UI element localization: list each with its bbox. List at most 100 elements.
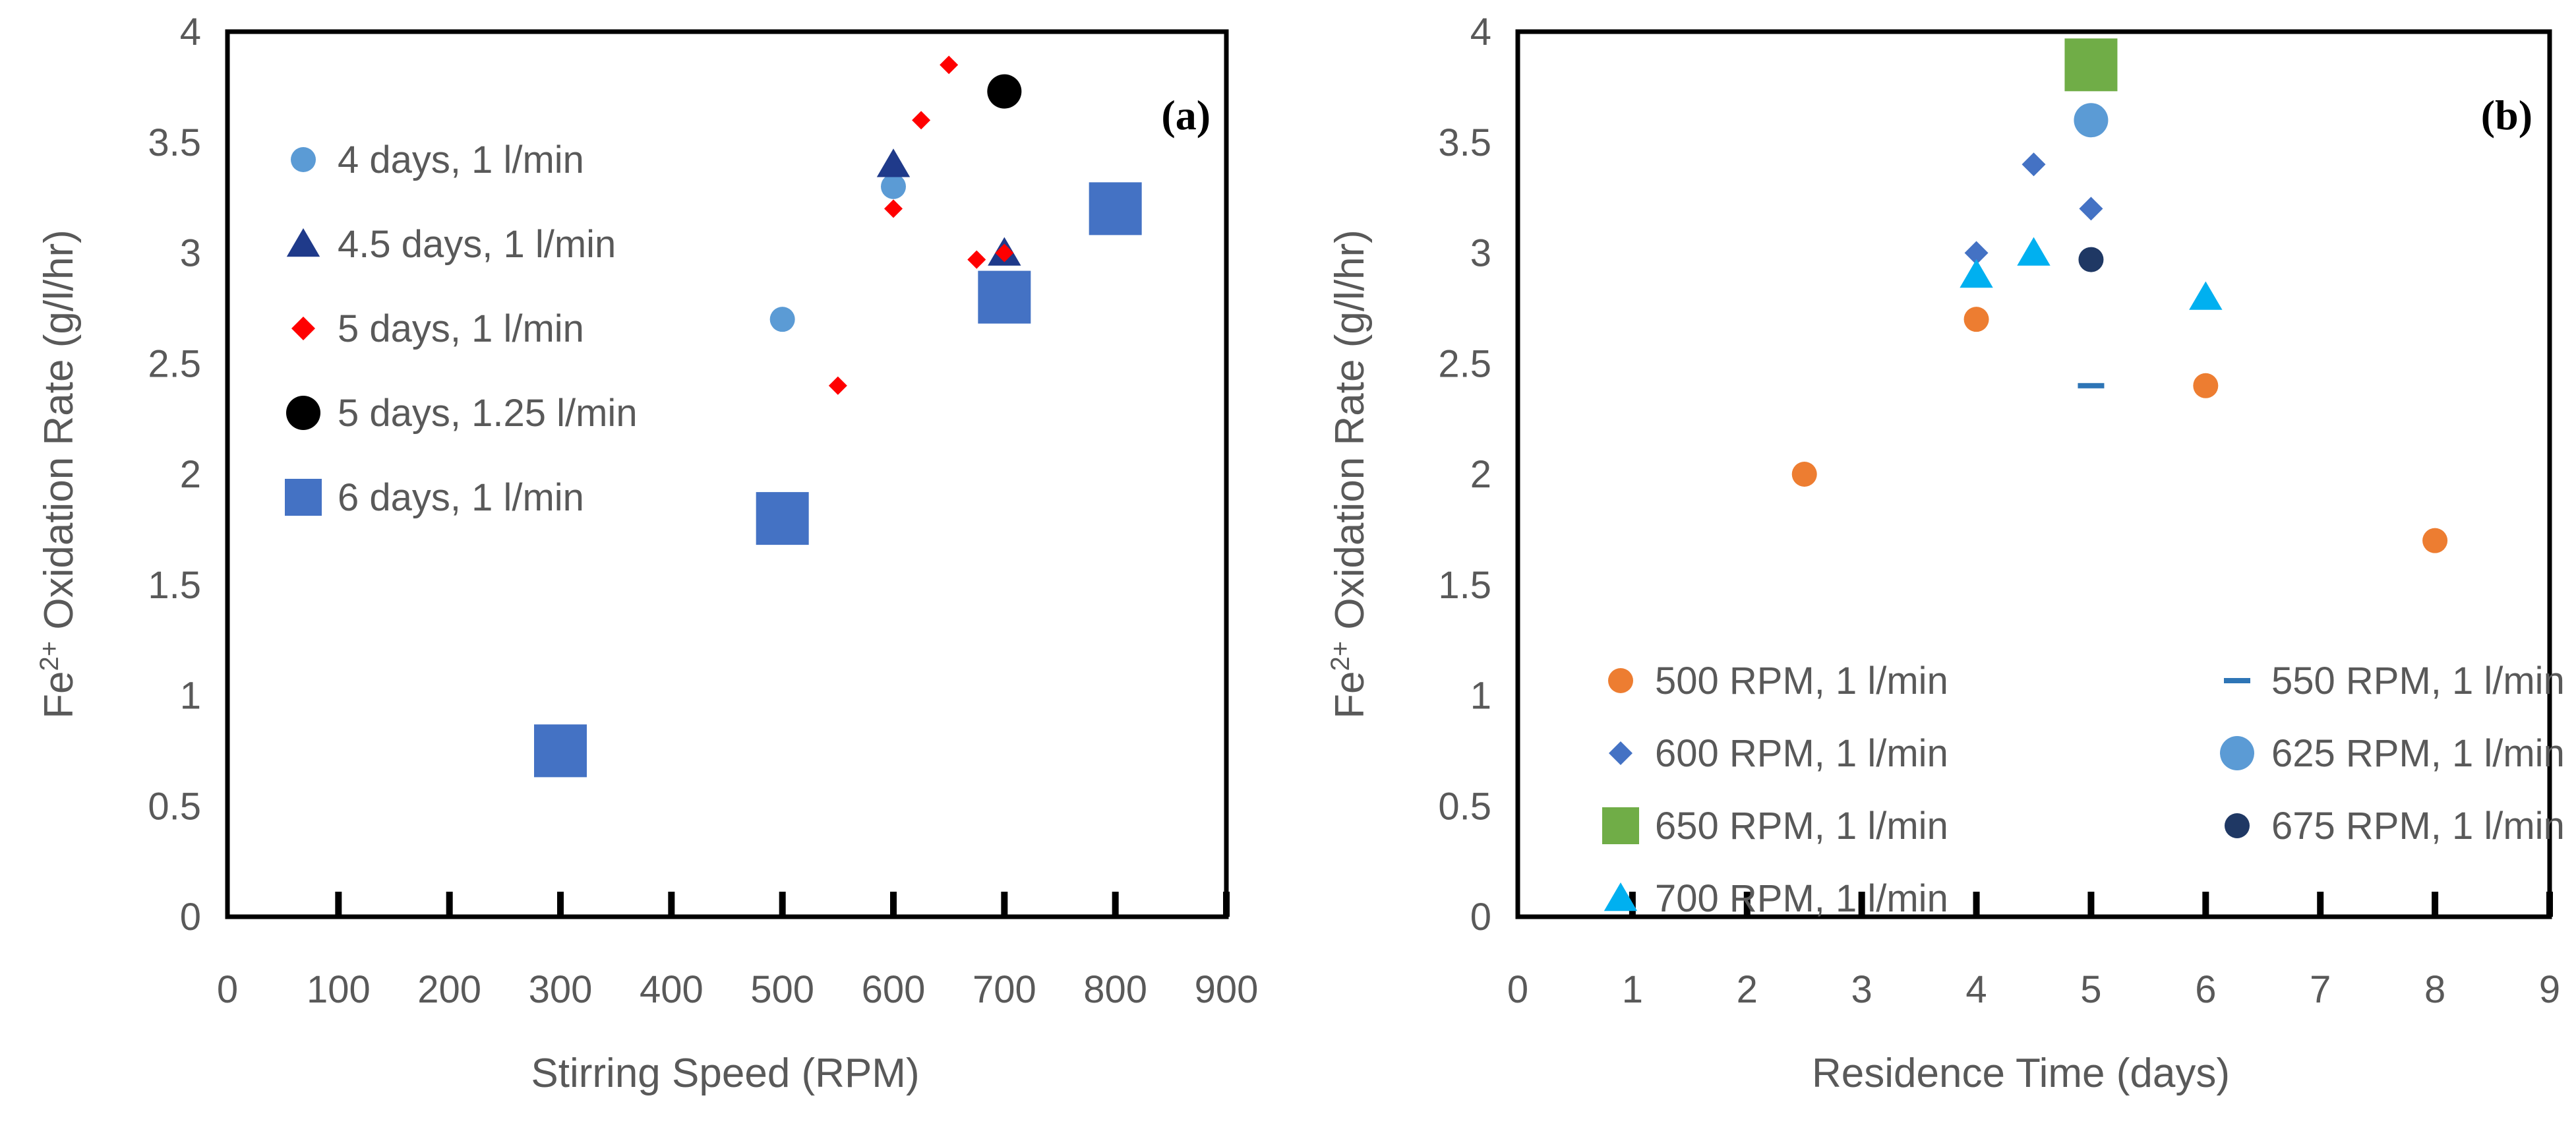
x-tick-label: 400 (640, 968, 704, 1011)
x-tick-mark (1001, 892, 1008, 917)
x-tick-label: 900 (1195, 968, 1259, 1011)
series-4-days-1-l-min (769, 173, 906, 332)
data-point (1964, 241, 1989, 265)
legend-marker (1603, 882, 1638, 911)
data-point (2074, 103, 2109, 138)
x-tick-label: 0 (1507, 968, 1528, 1011)
y-tick-label: 1.5 (1438, 564, 1491, 607)
legend-label: 4 days, 1 l/min (338, 139, 584, 181)
y-tick-label: 2.5 (1438, 342, 1491, 385)
y-tick-label: 4 (1470, 11, 1491, 53)
x-tick-mark (1223, 892, 1230, 917)
series-5-days-1-l-min (828, 55, 1014, 395)
x-tick-label: 100 (307, 968, 371, 1011)
series-6-days-1-l-min (534, 182, 1142, 778)
x-tick-mark (1973, 892, 1980, 917)
x-tick-mark (2546, 892, 2553, 917)
y-tick-label: 2.5 (148, 342, 201, 385)
x-tick-mark (779, 892, 786, 917)
x-tick-mark (1112, 892, 1119, 917)
y-tick-label: 0.5 (1438, 785, 1491, 828)
y-tick-label: 3 (180, 232, 201, 275)
y-tick-label: 3.5 (148, 121, 201, 164)
x-tick-label: 3 (1851, 968, 1872, 1011)
x-tick-label: 700 (973, 968, 1036, 1011)
data-point (881, 173, 906, 199)
legend-marker (291, 317, 315, 340)
data-point (967, 250, 986, 269)
series-550-rpm-1-l-min (2078, 383, 2105, 388)
legend-label: 700 RPM, 1 l/min (1655, 877, 1948, 920)
data-point (940, 55, 959, 75)
x-tick-label: 9 (2539, 968, 2560, 1011)
y-tick-label: 2 (180, 453, 201, 496)
data-point (884, 199, 903, 218)
legend-marker (285, 479, 322, 516)
x-tick-label: 4 (1965, 968, 1987, 1011)
legend-label: 6 days, 1 l/min (338, 476, 584, 519)
series-700-rpm-1-l-min (1960, 237, 2223, 310)
data-point (876, 148, 911, 177)
y-axis-title: Fe2+ Oxidation Rate (g/l/hr) (35, 230, 82, 719)
data-point (756, 492, 809, 545)
series-650-rpm-1-l-min (2064, 38, 2118, 92)
series-625-rpm-1-l-min (2074, 103, 2109, 138)
x-tick-label: 300 (529, 968, 593, 1011)
series-5-days-1-25-l-min (987, 74, 1022, 109)
legend-label: 500 RPM, 1 l/min (1655, 660, 1948, 702)
panel-b: 0 1 2 3 4 5 6 7 8 9 0 0.5 1 1.5 2 2.5 3 3.5 4 Residence Tim… (1326, 11, 2565, 1096)
x-tick-label: 7 (2310, 968, 2331, 1011)
x-tick-label: 0 (217, 968, 238, 1011)
x-tick-label: 800 (1083, 968, 1147, 1011)
x-tick-mark (2087, 892, 2095, 917)
data-point (1791, 462, 1817, 487)
y-axis-title-part: Fe (1327, 671, 1373, 718)
x-tick-label: 1 (1622, 968, 1643, 1011)
data-point (2064, 38, 2118, 92)
x-tick-mark (335, 892, 342, 917)
legend-label: 5 days, 1.25 l/min (338, 392, 638, 435)
data-point (2017, 237, 2051, 266)
x-tick-mark (557, 892, 564, 917)
legend-marker (2224, 678, 2250, 683)
x-tick-label: 2 (1737, 968, 1758, 1011)
data-point (2422, 528, 2448, 553)
x-tick-mark (2317, 892, 2324, 917)
legend-marker (291, 147, 316, 172)
legend-label: 5 days, 1 l/min (338, 307, 584, 350)
x-tick-mark (668, 892, 675, 917)
legend-label: 625 RPM, 1 l/min (2271, 732, 2565, 775)
x-tick-label: 5 (2080, 968, 2101, 1011)
data-point (2079, 197, 2103, 221)
data-point (912, 111, 931, 130)
x-tick-label: 200 (417, 968, 481, 1011)
legend-label: 675 RPM, 1 l/min (2271, 805, 2565, 848)
y-axis-title-part: Oxidation Rate (g/l/hr) (1327, 230, 1373, 641)
y-axis-title-part: Fe (36, 671, 82, 718)
data-point (534, 724, 587, 778)
x-tick-label: 8 (2424, 968, 2445, 1011)
legend-marker (2225, 813, 2250, 838)
x-tick-mark (2202, 892, 2209, 917)
x-tick-label: 6 (2195, 968, 2216, 1011)
y-axis-title: Fe2+ Oxidation Rate (g/l/hr) (1326, 230, 1373, 719)
y-tick-label: 0 (1470, 896, 1491, 939)
data-point (828, 376, 847, 395)
legend-label: 600 RPM, 1 l/min (1655, 732, 1948, 775)
y-tick-label: 1 (180, 675, 201, 718)
y-tick-label: 1.5 (148, 564, 201, 607)
data-point (1963, 307, 1989, 332)
y-axis-title-superscript: 2+ (1326, 641, 1355, 671)
plot-frame (1515, 29, 2552, 919)
y-tick-label: 0 (180, 896, 201, 939)
x-tick-mark (446, 892, 453, 917)
x-tick-mark (1743, 892, 1751, 917)
data-point (987, 74, 1022, 109)
data-point (2078, 383, 2105, 388)
x-axis-title: Stirring Speed (RPM) (531, 1051, 919, 1096)
x-tick-mark (890, 892, 897, 917)
data-point (1089, 182, 1142, 235)
data-point (2193, 373, 2219, 398)
legend-marker (1608, 668, 1633, 693)
data-point (995, 243, 1014, 262)
